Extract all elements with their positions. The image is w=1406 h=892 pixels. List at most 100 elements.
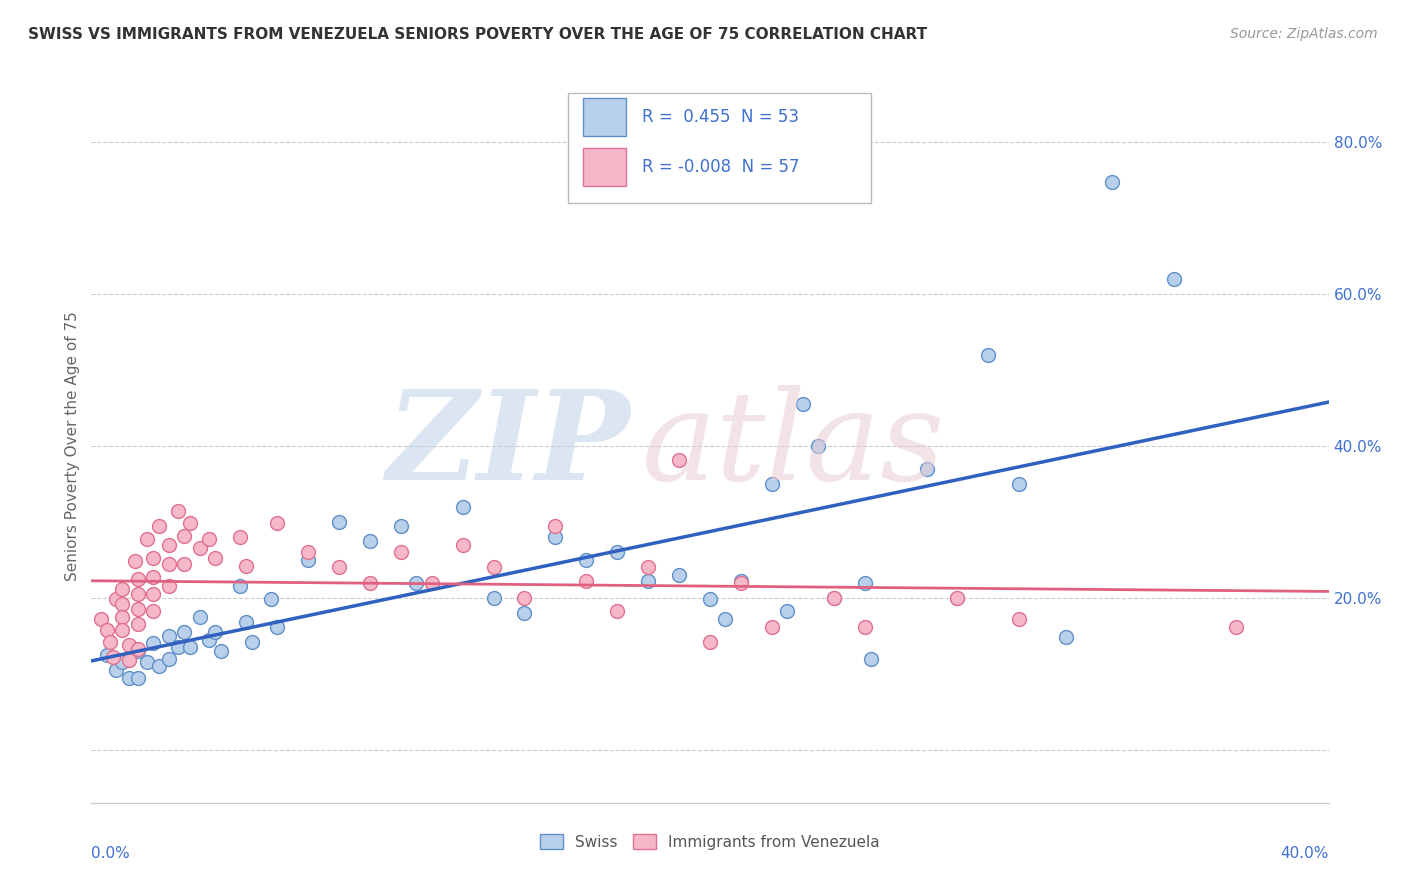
Point [157,651,180,665]
Point [482,560,505,574]
Point [229,579,252,593]
Point [198,632,221,647]
Point [127,617,149,632]
Point [117,638,139,652]
Point [98,635,121,649]
Point [173,625,195,640]
Point [111,597,134,611]
Point [167,503,190,517]
FancyBboxPatch shape [568,93,870,203]
Point [668,452,690,467]
Text: SWISS VS IMMIGRANTS FROM VENEZUELA SENIORS POVERTY OVER THE AGE OF 75 CORRELATIO: SWISS VS IMMIGRANTS FROM VENEZUELA SENIO… [28,27,927,42]
Point [229,530,252,544]
Text: R = -0.008  N = 57: R = -0.008 N = 57 [643,158,800,176]
Point [127,587,149,601]
Point [1225,620,1247,634]
Point [575,574,598,588]
Point [204,551,226,566]
Point [173,528,195,542]
Point [148,659,170,673]
Point [111,656,134,670]
Point [420,575,443,590]
Point [730,574,752,588]
Point [915,462,938,476]
Point [96,623,118,637]
Point [1163,272,1185,286]
Point [1054,630,1077,644]
Point [714,612,737,626]
Point [235,558,257,573]
Point [136,532,159,546]
Point [451,500,474,514]
Point [946,591,969,605]
FancyBboxPatch shape [582,98,626,136]
Point [853,575,876,590]
Point [761,620,783,634]
Point [127,644,149,658]
Point [297,545,319,559]
Point [859,651,882,665]
Point [776,605,799,619]
Point [853,620,876,634]
Point [105,663,128,677]
Point [359,575,381,590]
Point [699,592,721,607]
Point [127,671,149,685]
Point [173,557,195,571]
Point [96,648,118,662]
Point [405,575,427,590]
Point [127,642,149,657]
Text: 0.0%: 0.0% [91,846,131,861]
FancyBboxPatch shape [582,148,626,186]
Point [127,602,149,616]
Y-axis label: Seniors Poverty Over the Age of 75: Seniors Poverty Over the Age of 75 [65,311,80,581]
Point [111,609,134,624]
Text: atlas: atlas [643,385,945,507]
Point [266,516,288,531]
Point [451,538,474,552]
Text: R =  0.455  N = 53: R = 0.455 N = 53 [643,108,799,126]
Point [792,397,814,411]
Point [389,545,412,559]
Point [946,591,969,605]
Point [117,671,139,685]
Point [637,560,659,574]
Point [260,592,283,607]
Legend: Swiss, Immigrants from Venezuela: Swiss, Immigrants from Venezuela [534,828,886,855]
Point [1101,175,1123,189]
Point [142,587,165,601]
Point [136,656,159,670]
Point [157,538,180,552]
Point [1008,477,1031,491]
Point [699,635,721,649]
Point [297,553,319,567]
Point [157,629,180,643]
Point [101,650,124,665]
Point [142,551,165,566]
Point [513,591,536,605]
Point [328,515,350,529]
Point [167,640,190,655]
Point [575,553,598,567]
Point [544,530,567,544]
Point [188,609,211,624]
Point [761,477,783,491]
Point [111,582,134,596]
Point [204,625,226,640]
Point [823,591,845,605]
Point [111,623,134,637]
Point [266,620,288,634]
Point [179,516,201,531]
Point [142,636,165,650]
Point [148,518,170,533]
Point [240,635,263,649]
Point [198,532,221,546]
Point [157,579,180,593]
Text: 40.0%: 40.0% [1281,846,1329,861]
Point [606,545,628,559]
Text: Source: ZipAtlas.com: Source: ZipAtlas.com [1230,27,1378,41]
Point [188,541,211,556]
Point [328,560,350,574]
Point [1008,612,1031,626]
Point [179,640,201,655]
